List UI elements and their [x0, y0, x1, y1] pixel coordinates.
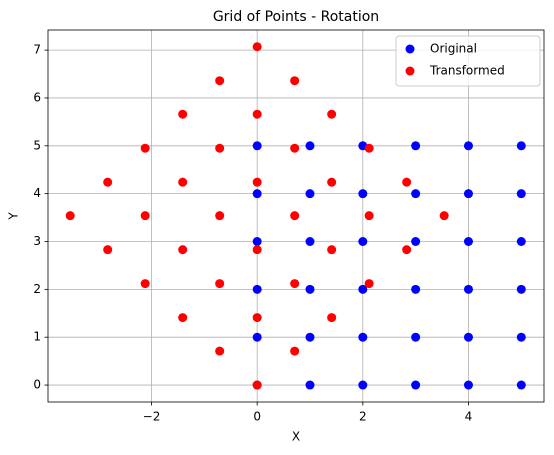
legend-label: Transformed [429, 64, 505, 78]
y-tick-label: 4 [33, 186, 41, 200]
point [252, 42, 262, 52]
point [411, 332, 421, 342]
point [252, 177, 262, 187]
point [463, 380, 473, 390]
point [364, 211, 374, 221]
point [358, 380, 368, 390]
point [178, 109, 188, 119]
point [252, 141, 262, 151]
point [402, 245, 412, 255]
point [327, 313, 337, 323]
point [411, 380, 421, 390]
point [178, 313, 188, 323]
x-tick-label: 2 [359, 410, 367, 424]
y-axis-label: Y [7, 212, 21, 221]
point [140, 279, 150, 289]
point [252, 284, 262, 294]
point [290, 279, 300, 289]
point [305, 380, 315, 390]
point [178, 245, 188, 255]
y-tick-label: 0 [33, 378, 41, 392]
point [103, 177, 113, 187]
x-tick-label: −2 [143, 410, 161, 424]
point [65, 211, 75, 221]
point [463, 284, 473, 294]
legend-marker [405, 66, 415, 76]
point [411, 284, 421, 294]
point [516, 141, 526, 151]
point [305, 141, 315, 151]
legend-marker [405, 44, 415, 54]
point [252, 237, 262, 247]
point [215, 279, 225, 289]
point [103, 245, 113, 255]
point [463, 189, 473, 199]
point [516, 284, 526, 294]
point [252, 189, 262, 199]
point [215, 143, 225, 153]
point [439, 211, 449, 221]
point [305, 189, 315, 199]
point [358, 189, 368, 199]
point [411, 141, 421, 151]
x-axis-label: X [292, 430, 300, 444]
point [327, 109, 337, 119]
point [463, 237, 473, 247]
point [402, 177, 412, 187]
legend-box [395, 35, 541, 87]
point [358, 237, 368, 247]
y-tick-label: 7 [33, 43, 41, 57]
point [252, 380, 262, 390]
point [215, 346, 225, 356]
point [215, 76, 225, 86]
point [364, 143, 374, 153]
point [305, 237, 315, 247]
point [252, 332, 262, 342]
point [463, 141, 473, 151]
point [252, 109, 262, 119]
point [290, 211, 300, 221]
point [364, 279, 374, 289]
y-tick-label: 5 [33, 138, 41, 152]
point [252, 313, 262, 323]
chart-title: Grid of Points - Rotation [213, 9, 379, 25]
point [305, 284, 315, 294]
x-tick-label: 4 [465, 410, 473, 424]
y-tick-label: 6 [33, 90, 41, 104]
point [516, 189, 526, 199]
point [463, 332, 473, 342]
point [252, 245, 262, 255]
point [215, 211, 225, 221]
point [305, 332, 315, 342]
point [358, 284, 368, 294]
legend-label: Original [430, 42, 477, 56]
point [358, 332, 368, 342]
point [140, 143, 150, 153]
point [516, 237, 526, 247]
y-tick-label: 2 [33, 282, 41, 296]
point [290, 346, 300, 356]
point [290, 76, 300, 86]
point [516, 332, 526, 342]
point [290, 143, 300, 153]
point [178, 177, 188, 187]
point [327, 177, 337, 187]
point [516, 380, 526, 390]
point [327, 245, 337, 255]
x-tick-label: 0 [253, 410, 261, 424]
y-tick-label: 3 [33, 234, 41, 248]
point [411, 237, 421, 247]
y-tick-label: 1 [33, 330, 41, 344]
point [140, 211, 150, 221]
plot-frame [47, 29, 545, 403]
point [411, 189, 421, 199]
